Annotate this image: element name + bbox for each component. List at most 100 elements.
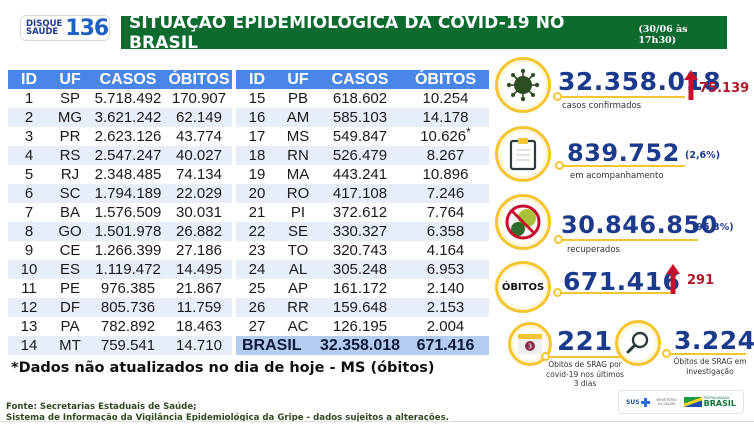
table-row: 13 PA 782.892 18.463 [8,317,232,336]
cell-uf-value: CE [59,242,81,259]
svg-text:3: 3 [528,343,532,351]
cell-uf-value: RR [287,299,309,316]
monitoring-value: 839.752 [567,139,680,167]
srag-recent-label-line1: Óbitos de SRAG por [548,360,622,369]
cell-id-value: 10 [20,261,38,278]
cell-uf: RR [278,298,318,317]
cell-obitos-value: 10.626 [420,128,467,145]
cell-uf-value: AC [287,318,309,335]
cell-uf: SC [50,184,90,203]
cell-uf: MA [278,165,318,184]
cell-uf: SP [50,89,90,108]
table-header-row: ID UF CASOS ÓBITOS [236,70,489,89]
cell-casos: 782.892 [90,317,166,336]
title-bar: SITUAÇÃO EPIDEMIOLÓGICA DA COVID-19 NO B… [121,13,727,53]
cell-obitos: 74.134 [166,165,232,184]
sus-logo: SUS [626,397,650,407]
sus-cross-icon [640,397,650,407]
cell-id-value: 20 [248,185,266,202]
monitoring-dot [555,161,564,170]
total-row-brasil: BRASIL 32.358.018 671.416 [236,336,489,355]
cell-uf: AL [278,260,318,279]
table-row: 23 TO 320.743 4.164 [236,241,489,260]
cell-obitos: 7.246 [402,184,489,203]
cell-casos: 320.743 [318,241,402,260]
cell-casos: 1.576.509 [90,203,166,222]
table-row: 17 MS 549.847 10.626* [236,125,489,146]
cell-obitos-value: 26.882 [176,223,222,240]
cell-uf-value: TO [287,242,309,259]
source-line-2: Sistema de Informação da Vigilância Epid… [6,413,450,423]
cell-obitos-value: 6.358 [426,223,465,240]
recovered-dot [554,235,563,244]
cell-obitos: 2.140 [402,279,489,298]
cell-id: 27 [236,317,278,336]
srag-investigation-label: Óbitos de SRAG em investigação [672,357,748,376]
col-header-uf: UF [50,70,90,89]
table-row: 10 ES 1.119.472 14.495 [8,260,232,279]
data-source: Fonte: Secretarias Estaduais de Saúde; S… [6,402,449,424]
cell-obitos-value: 14.495 [176,261,222,278]
srag-investigation-label-line2: investigação [686,366,734,376]
cell-id-value: 3 [24,128,34,145]
table-row: 12 DF 805.736 11.759 [8,298,232,317]
cell-obitos-value: 2.153 [426,299,465,316]
table-row: 5 RJ 2.348.485 74.134 [8,165,232,184]
cell-id-value: 13 [20,318,38,335]
cell-obitos: 26.882 [166,222,232,241]
cell-obitos: 14.710 [166,336,232,355]
cell-casos: 372.612 [318,203,402,222]
cell-uf-value: MG [57,109,83,126]
cell-id-value: 18 [248,147,266,164]
cell-id: 3 [8,127,50,146]
table-row: 4 RS 2.547.247 40.027 [8,146,232,165]
table-row: 14 MT 759.541 14.710 [8,336,232,355]
cell-casos-value: 759.541 [100,337,156,354]
cell-id-value: 7 [24,204,34,221]
table-row: 20 RO 417.108 7.246 [236,184,489,203]
col-header-obitos: ÓBITOS [402,70,489,89]
cell-uf: PB [278,89,318,108]
cell-uf: TO [278,241,318,260]
table-row: 1 SP 5.718.492 170.907 [8,89,232,108]
cell-obitos-value: 14.710 [176,337,222,354]
cell-id: 22 [236,222,278,241]
table-row: 21 PI 372.612 7.764 [236,203,489,222]
sus-text: SUS [626,398,640,406]
logo-line1: DISQUE [26,18,63,29]
cell-casos-value: 417.108 [332,185,388,202]
cell-casos: 159.648 [318,298,402,317]
col-header-obitos: ÓBITOS [166,70,232,89]
cell-uf-value: PA [60,318,80,335]
cell-obitos-value: 10.896 [422,166,469,183]
table-row: 18 RN 526.479 8.267 [236,146,489,165]
cell-casos-value: 159.648 [332,299,388,316]
cell-id: 16 [236,108,278,127]
cell-id: 1 [8,89,50,108]
cell-id: 9 [8,241,50,260]
recovered-underline [558,239,698,241]
confirmed-delta: 75.139 [699,81,750,96]
cell-id-value: 26 [248,299,266,316]
cell-id-value: 5 [24,166,34,183]
cell-id-value: 19 [248,166,266,183]
col-header-id: ID [236,70,278,89]
cell-casos-value: 443.241 [332,166,388,183]
cell-obitos: 10.626* [402,125,489,146]
cell-obitos: 2.004 [402,317,489,336]
footnote-ms-deaths: *Dados não atualizados no dia de hoje - … [11,360,435,376]
cell-id-value: 1 [24,90,34,107]
cell-casos-value: 618.602 [332,90,388,107]
cell-obitos: 18.463 [166,317,232,336]
col-header-casos: CASOS [90,70,166,89]
table-row: 26 RR 159.648 2.153 [236,298,489,317]
cell-casos: 2.348.485 [90,165,166,184]
cell-uf-value: PI [290,204,306,221]
cell-id: 6 [8,184,50,203]
cell-casos: 126.195 [318,317,402,336]
srag-recent-dot [541,352,550,361]
cell-obitos-value: 4.164 [426,242,465,259]
cell-id: 23 [236,241,278,260]
obitos-badge: ÓBITOS [495,261,551,313]
cell-uf-value: DF [60,299,80,316]
